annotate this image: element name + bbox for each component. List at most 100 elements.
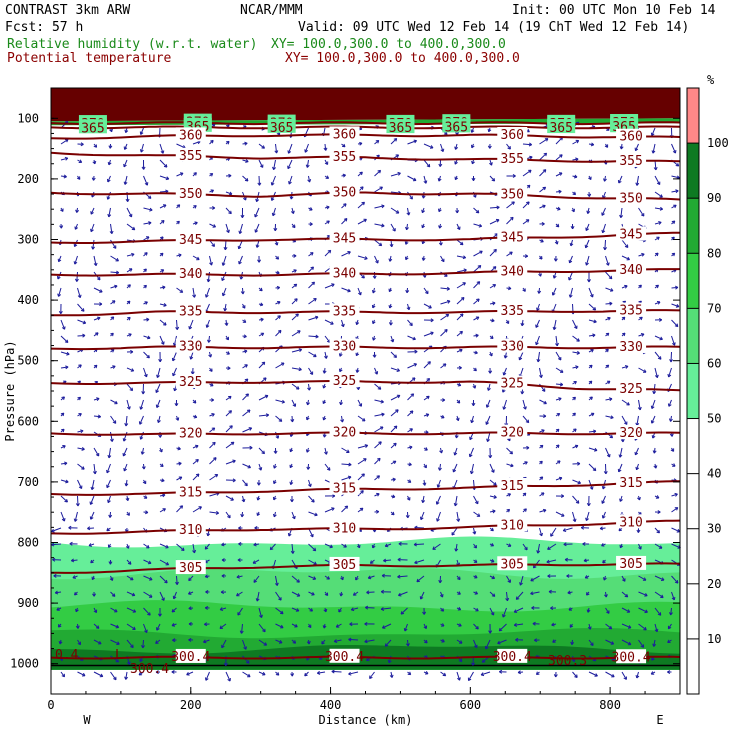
wind-arrow	[159, 175, 169, 180]
low-marker: L	[115, 648, 123, 663]
wind-arrow-head	[471, 144, 475, 149]
wind-arrow-head	[256, 512, 261, 517]
wind-arrow-head	[421, 257, 426, 261]
wind-arrow	[308, 367, 314, 375]
wind-arrow-head	[667, 625, 672, 630]
wind-arrow-head	[393, 425, 398, 430]
wind-arrow	[126, 253, 135, 257]
wind-arrow	[654, 591, 664, 599]
wind-arrow-head	[457, 591, 461, 595]
wind-arrow-head	[280, 624, 284, 629]
wind-arrow	[60, 366, 69, 369]
contour-label-bg	[616, 302, 647, 317]
wind-arrow-head	[357, 291, 362, 296]
wind-arrow	[308, 495, 315, 503]
wind-arrow	[225, 441, 235, 449]
contour-label-bg	[329, 338, 360, 353]
wind-arrow	[473, 298, 480, 305]
wind-arrow-head	[149, 207, 153, 212]
wind-arrow-head	[273, 480, 277, 485]
wind-arrow-head	[128, 268, 133, 272]
wind-arrow-head	[275, 256, 280, 260]
wind-arrow-head	[563, 542, 567, 547]
wind-arrow-head	[490, 612, 495, 616]
wind-arrow	[140, 143, 144, 153]
wind-arrow	[638, 253, 645, 257]
wind-arrow-head	[146, 317, 150, 322]
wind-arrow-head	[176, 204, 181, 208]
y-tick-label: 1000	[10, 657, 39, 671]
wind-arrow	[423, 159, 431, 168]
wind-arrow-head	[376, 492, 380, 497]
wind-arrow	[156, 367, 161, 378]
wind-arrow	[365, 607, 375, 609]
wind-arrow-head	[471, 662, 476, 666]
wind-arrow	[225, 207, 232, 215]
wind-arrow	[423, 361, 431, 369]
wind-arrow	[159, 143, 164, 154]
wind-arrow-head	[675, 163, 680, 167]
wind-arrow-head	[587, 626, 592, 630]
wind-arrow	[605, 607, 610, 614]
contour-label-bg	[329, 303, 360, 318]
wind-arrow	[209, 457, 217, 465]
wind-arrow-head	[124, 422, 129, 427]
wind-arrow	[308, 559, 317, 565]
wind-arrow-head	[125, 497, 130, 502]
wind-arrow-head	[424, 639, 428, 644]
wind-arrow	[125, 671, 128, 680]
contour-label-bg	[329, 480, 360, 495]
wind-arrow-head	[294, 623, 298, 628]
theta-contour-line	[50, 133, 681, 140]
wind-arrow	[456, 297, 465, 305]
wind-arrow	[654, 367, 658, 378]
wind-arrow-head	[605, 364, 610, 369]
wind-arrow	[110, 591, 116, 597]
wind-arrow-head	[636, 529, 641, 533]
wind-arrow-head	[670, 448, 675, 452]
wind-arrow-head	[263, 642, 268, 646]
wind-arrow-head	[542, 204, 546, 209]
wind-arrow-head	[274, 242, 279, 246]
wind-arrow	[341, 463, 352, 466]
wind-arrow	[60, 351, 70, 355]
wind-arrow-head	[81, 672, 86, 677]
wind-arrow-head	[289, 464, 294, 469]
contour-label-bg	[175, 560, 206, 575]
wind-arrow-head	[271, 212, 276, 217]
wind-arrow-head	[575, 500, 580, 504]
wind-arrow-head	[78, 364, 82, 368]
wind-arrow-head	[142, 480, 147, 485]
wind-arrow	[143, 543, 150, 549]
wind-arrow-head	[75, 209, 80, 213]
wind-arrow	[407, 410, 414, 417]
contour-label: 350	[501, 187, 524, 202]
wind-arrow	[588, 463, 597, 471]
wind-arrow-head	[171, 357, 176, 362]
wind-arrow-head	[324, 161, 329, 165]
wind-arrow	[638, 367, 647, 373]
contour-label: 350	[333, 186, 356, 201]
wind-arrow-head	[436, 518, 440, 522]
wind-arrow-head	[384, 643, 389, 647]
wind-arrow-head	[428, 305, 432, 309]
wind-arrow-head	[624, 593, 629, 598]
wind-arrow-head	[398, 592, 402, 597]
y-tick-label: 600	[17, 414, 39, 428]
wind-arrow-head	[313, 298, 317, 302]
wind-arrow-head	[239, 276, 244, 280]
contour-label: 325	[333, 374, 356, 389]
wind-arrow-head	[558, 476, 563, 481]
contour-label: 315	[333, 482, 356, 497]
wind-arrow-head	[437, 467, 442, 471]
wind-arrow	[242, 364, 248, 369]
wind-arrow	[605, 623, 613, 630]
wind-arrow	[139, 415, 144, 425]
wind-arrow	[242, 639, 247, 650]
theta-contour-line	[50, 380, 681, 392]
wind-arrow	[291, 575, 300, 583]
wind-arrow	[190, 351, 194, 360]
wind-arrow-head	[93, 144, 98, 148]
wind-arrow-head	[475, 209, 480, 214]
wind-arrow	[471, 415, 474, 423]
